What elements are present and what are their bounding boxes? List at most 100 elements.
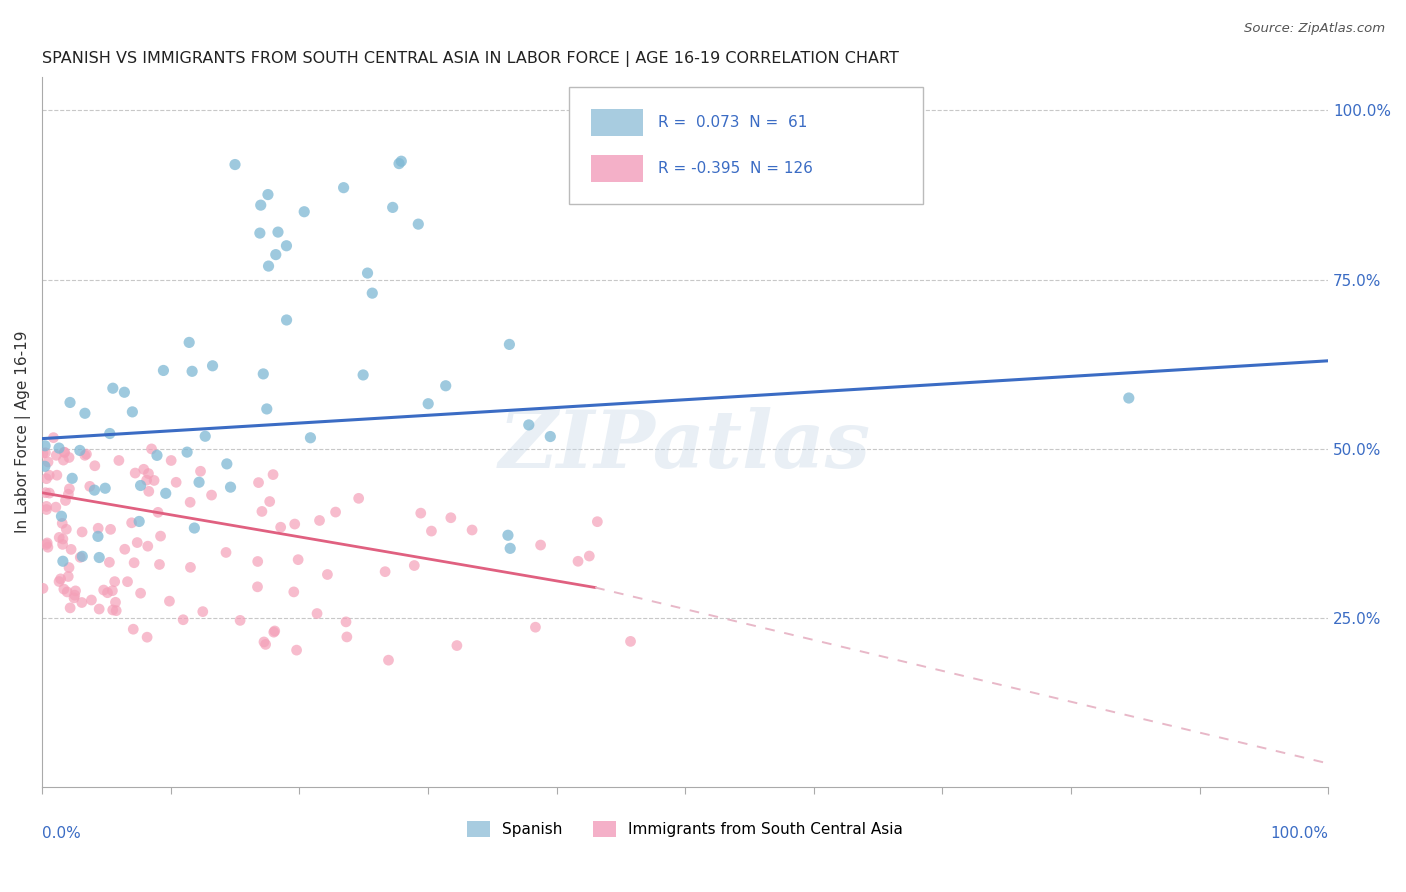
Point <box>52 537 75 551</box>
Point <box>276 239 298 253</box>
Point <box>34 446 56 460</box>
FancyBboxPatch shape <box>569 87 924 204</box>
Point <box>138 467 160 481</box>
Point <box>52 532 75 546</box>
Point <box>148 558 170 572</box>
Point <box>49 572 72 586</box>
Text: 0.0%: 0.0% <box>42 826 82 841</box>
Point <box>108 453 131 467</box>
Point <box>104 595 127 609</box>
Point <box>285 643 308 657</box>
Point <box>121 516 143 530</box>
Point <box>83 483 105 497</box>
Point <box>63 591 86 605</box>
Point <box>69 443 91 458</box>
Point <box>138 484 160 499</box>
Point <box>420 524 443 538</box>
Point <box>45 500 67 515</box>
Point <box>149 529 172 543</box>
Point <box>1118 391 1140 405</box>
Point <box>305 607 328 621</box>
Point <box>53 445 76 459</box>
Point <box>59 600 82 615</box>
Point <box>42 431 65 445</box>
Point <box>101 381 124 395</box>
Point <box>215 457 238 471</box>
Point <box>135 473 157 487</box>
Point <box>567 554 589 568</box>
Point <box>83 458 105 473</box>
Point <box>264 247 287 261</box>
Point <box>404 558 426 573</box>
Point <box>34 485 56 500</box>
Point <box>408 217 430 231</box>
Point <box>52 554 75 568</box>
Point <box>257 187 280 202</box>
Point <box>37 455 59 469</box>
Point <box>94 481 117 495</box>
Point <box>105 604 128 618</box>
Point <box>287 552 309 566</box>
Point <box>96 585 118 599</box>
Point <box>34 459 56 474</box>
Point <box>121 405 143 419</box>
Point <box>381 201 404 215</box>
Point <box>188 475 211 490</box>
Point <box>80 593 103 607</box>
Point <box>159 594 181 608</box>
Point <box>155 486 177 500</box>
Point <box>191 605 214 619</box>
Point <box>101 583 124 598</box>
Point <box>55 522 77 536</box>
Point <box>538 429 561 443</box>
Point <box>200 488 222 502</box>
Point <box>37 536 59 550</box>
Text: ZIPatlas: ZIPatlas <box>499 408 872 485</box>
Y-axis label: In Labor Force | Age 16-19: In Labor Force | Age 16-19 <box>15 331 31 533</box>
Point <box>229 614 252 628</box>
Text: 100.0%: 100.0% <box>1270 826 1329 841</box>
Point <box>284 517 307 532</box>
Point <box>58 569 80 583</box>
Point <box>524 620 547 634</box>
Point <box>58 487 80 501</box>
Point <box>127 535 149 549</box>
Point <box>100 522 122 536</box>
Point <box>143 474 166 488</box>
Point <box>262 467 284 482</box>
Point <box>55 493 77 508</box>
Point <box>181 364 204 378</box>
Point <box>48 574 70 589</box>
Point <box>35 472 58 486</box>
Point <box>69 550 91 565</box>
Point <box>256 401 278 416</box>
Point <box>59 395 82 409</box>
Point <box>101 603 124 617</box>
Point <box>335 615 357 629</box>
Point <box>377 653 399 667</box>
Text: R =  0.073  N =  61: R = 0.073 N = 61 <box>658 115 807 130</box>
Point <box>388 156 411 170</box>
Point <box>252 367 274 381</box>
Point <box>98 555 121 569</box>
Point <box>190 464 212 478</box>
Point <box>361 286 384 301</box>
Point <box>263 625 285 640</box>
Point <box>122 556 145 570</box>
Point <box>254 637 277 651</box>
Point <box>129 586 152 600</box>
Point <box>250 504 273 518</box>
Point <box>461 523 484 537</box>
Point <box>259 494 281 508</box>
Point <box>58 450 80 465</box>
Point <box>129 478 152 492</box>
Point <box>60 471 83 485</box>
Point <box>136 630 159 644</box>
Point <box>38 486 60 500</box>
Point <box>434 378 457 392</box>
Point <box>183 521 205 535</box>
Point <box>38 468 60 483</box>
Point <box>440 510 463 524</box>
Point <box>194 429 217 443</box>
Point <box>270 520 292 534</box>
